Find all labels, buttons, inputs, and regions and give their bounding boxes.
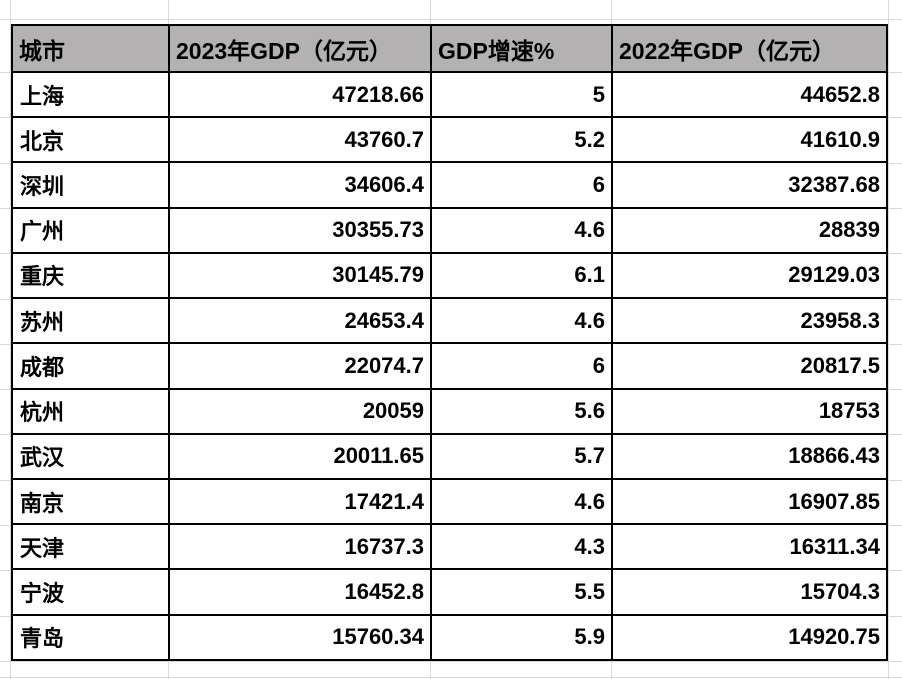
cell-gdp-2022[interactable]: 29129.03 [611,251,888,300]
cell-gdp-2023[interactable]: 34606.4 [168,161,432,209]
cell-gdp-2023[interactable]: 47218.66 [168,70,432,119]
gridline-horizontal [0,677,902,678]
cell-gdp-2023[interactable]: 22074.7 [168,342,432,390]
table-row: 宁波 16452.8 5.5 15704.3 [11,568,888,616]
table-row: 上海 47218.66 5 44652.8 [11,70,888,119]
cell-gdp-2023[interactable]: 17421.4 [168,477,432,526]
table-row: 广州 30355.73 4.6 28839 [11,206,888,254]
cell-gdp-2022[interactable]: 18753 [611,387,888,435]
cell-gdp-2023[interactable]: 20059 [168,387,432,435]
cell-city[interactable]: 武汉 [11,432,170,480]
table-row: 天津 16737.3 4.3 16311.34 [11,523,888,571]
cell-city[interactable]: 南京 [11,477,170,526]
table-row: 南京 17421.4 4.6 16907.85 [11,477,888,526]
cell-gdp-2022[interactable]: 41610.9 [611,116,888,164]
cell-gdp-2022[interactable]: 32387.68 [611,161,888,209]
cell-gdp-2023[interactable]: 16452.8 [168,568,432,616]
cell-growth[interactable]: 6 [430,342,613,390]
cell-gdp-2023[interactable]: 15760.34 [168,613,432,662]
cell-city[interactable]: 成都 [11,342,170,390]
cell-gdp-2023[interactable]: 30355.73 [168,206,432,254]
cell-growth[interactable]: 4.3 [430,523,613,571]
cell-growth[interactable]: 5.6 [430,387,613,435]
cell-gdp-2022[interactable]: 44652.8 [611,70,888,119]
header-growth[interactable]: GDP增速% [430,24,613,73]
cell-city[interactable]: 北京 [11,116,170,164]
header-gdp-2022[interactable]: 2022年GDP（亿元） [611,24,888,73]
cell-city[interactable]: 天津 [11,523,170,571]
cell-growth[interactable]: 4.6 [430,297,613,345]
cell-growth[interactable]: 6 [430,161,613,209]
table-row: 青岛 15760.34 5.9 14920.75 [11,613,888,662]
header-city[interactable]: 城市 [11,24,170,73]
cell-gdp-2022[interactable]: 14920.75 [611,613,888,662]
cell-growth[interactable]: 4.6 [430,477,613,526]
cell-gdp-2023[interactable]: 30145.79 [168,251,432,300]
cell-gdp-2023[interactable]: 16737.3 [168,523,432,571]
cell-city[interactable]: 上海 [11,70,170,119]
gridline-vertical [10,0,11,679]
cell-city[interactable]: 宁波 [11,568,170,616]
cell-city[interactable]: 广州 [11,206,170,254]
cell-gdp-2023[interactable]: 20011.65 [168,432,432,480]
cell-gdp-2022[interactable]: 15704.3 [611,568,888,616]
cell-city[interactable]: 苏州 [11,297,170,345]
cell-growth[interactable]: 5 [430,70,613,119]
city-gdp-table: 城市 2023年GDP（亿元） GDP增速% 2022年GDP（亿元） 上海 47… [11,24,888,662]
table-row: 武汉 20011.65 5.7 18866.43 [11,432,888,480]
table-row: 杭州 20059 5.6 18753 [11,387,888,435]
header-gdp-2023[interactable]: 2023年GDP（亿元） [168,24,432,73]
cell-gdp-2022[interactable]: 28839 [611,206,888,254]
gridline-horizontal [0,19,902,20]
cell-gdp-2022[interactable]: 16907.85 [611,477,888,526]
cell-gdp-2022[interactable]: 16311.34 [611,523,888,571]
header-row: 城市 2023年GDP（亿元） GDP增速% 2022年GDP（亿元） [11,24,888,73]
cell-growth[interactable]: 4.6 [430,206,613,254]
cell-growth[interactable]: 5.5 [430,568,613,616]
table-row: 重庆 30145.79 6.1 29129.03 [11,251,888,300]
cell-gdp-2022[interactable]: 18866.43 [611,432,888,480]
gridline-horizontal [0,661,902,662]
cell-growth[interactable]: 5.7 [430,432,613,480]
cell-growth[interactable]: 5.2 [430,116,613,164]
table-row: 苏州 24653.4 4.6 23958.3 [11,297,888,345]
cell-city[interactable]: 深圳 [11,161,170,209]
cell-city[interactable]: 青岛 [11,613,170,662]
cell-growth[interactable]: 5.9 [430,613,613,662]
cell-growth[interactable]: 6.1 [430,251,613,300]
cell-gdp-2022[interactable]: 23958.3 [611,297,888,345]
cell-gdp-2023[interactable]: 43760.7 [168,116,432,164]
cell-gdp-2023[interactable]: 24653.4 [168,297,432,345]
cell-city[interactable]: 杭州 [11,387,170,435]
cell-gdp-2022[interactable]: 20817.5 [611,342,888,390]
table-row: 深圳 34606.4 6 32387.68 [11,161,888,209]
cell-city[interactable]: 重庆 [11,251,170,300]
table-row: 成都 22074.7 6 20817.5 [11,342,888,390]
gridline-vertical [888,0,889,679]
table-row: 北京 43760.7 5.2 41610.9 [11,116,888,164]
